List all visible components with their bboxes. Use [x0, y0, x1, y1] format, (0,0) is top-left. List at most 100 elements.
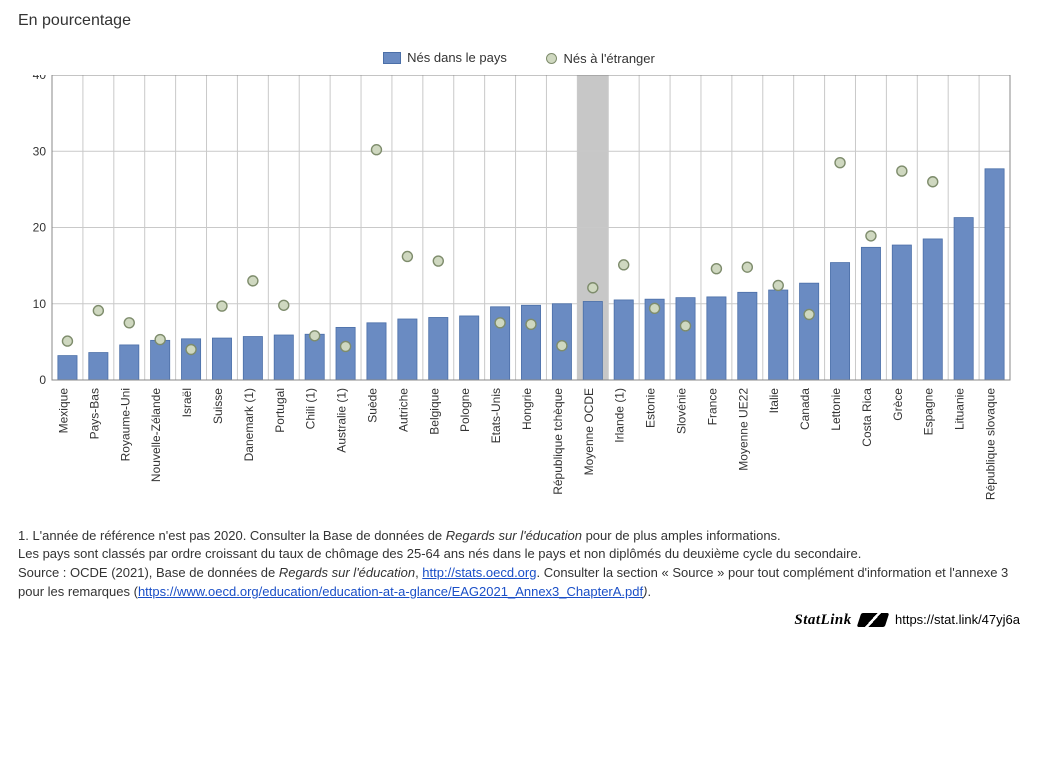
- bar: [707, 296, 726, 379]
- x-label: Espagne: [922, 387, 936, 435]
- footnote-1-post: pour de plus amples informations.: [582, 528, 781, 543]
- marker: [650, 303, 660, 313]
- marker: [804, 309, 814, 319]
- x-label: Pologne: [458, 387, 472, 431]
- x-label: Hongrie: [520, 387, 534, 429]
- x-label: République tchèque: [551, 387, 565, 494]
- x-label: Royaume-Uni: [118, 388, 132, 461]
- marker: [557, 340, 567, 350]
- statlink-brand: StatLink: [794, 612, 851, 628]
- marker: [217, 301, 227, 311]
- x-label: Suisse: [211, 387, 225, 423]
- x-label: République slovaque: [984, 387, 998, 499]
- x-label: Pays-Bas: [87, 388, 101, 439]
- marker: [124, 317, 134, 327]
- x-label: Portugal: [273, 388, 287, 433]
- statlink-bar: StatLink https://stat.link/47yj6a: [18, 612, 1020, 629]
- source-link-2[interactable]: https://www.oecd.org/education/education…: [138, 584, 643, 599]
- x-label: Danemark (1): [242, 388, 256, 461]
- src-em: Regards sur l'éducation: [279, 565, 415, 580]
- statlink-url[interactable]: https://stat.link/47yj6a: [895, 612, 1020, 627]
- x-label: Estonie: [644, 387, 658, 427]
- marker: [186, 344, 196, 354]
- legend-swatch-marker: [546, 53, 557, 64]
- bar: [460, 315, 479, 379]
- legend-label-foreign: Nés à l'étranger: [563, 51, 654, 66]
- x-label: Chili (1): [304, 388, 318, 429]
- svg-text:0: 0: [39, 373, 46, 387]
- footnote-1: 1. L'année de référence n'est pas 2020. …: [18, 527, 1020, 546]
- marker: [248, 275, 258, 285]
- marker: [310, 330, 320, 340]
- marker: [341, 341, 351, 351]
- marker: [588, 282, 598, 292]
- bar: [212, 338, 231, 380]
- svg-text:30: 30: [33, 144, 47, 158]
- marker: [279, 300, 289, 310]
- marker: [93, 305, 103, 315]
- marker: [928, 176, 938, 186]
- x-label: Italie: [767, 387, 781, 413]
- marker: [619, 259, 629, 269]
- x-label: France: [705, 387, 719, 425]
- x-label: Lituanie: [953, 387, 967, 429]
- x-label: Autriche: [396, 387, 410, 431]
- x-label: Grèce: [891, 387, 905, 420]
- src-post2: .: [647, 584, 651, 599]
- legend-label-native: Nés dans le pays: [407, 50, 507, 65]
- bar: [738, 292, 757, 380]
- footnote-2: Les pays sont classés par ordre croissan…: [18, 545, 1020, 564]
- marker: [835, 157, 845, 167]
- x-label: Suède: [365, 387, 379, 422]
- x-label: Lettonie: [829, 387, 843, 430]
- x-label: Costa Rica: [860, 387, 874, 446]
- chart-area: 010203040MexiquePays-BasRoyaume-UniNouve…: [24, 75, 1014, 515]
- bar: [769, 290, 788, 380]
- bar: [151, 340, 170, 380]
- marker: [526, 319, 536, 329]
- bar: [830, 262, 849, 379]
- marker: [681, 320, 691, 330]
- src-pre: Source : OCDE (2021), Base de données de: [18, 565, 279, 580]
- legend-item-native: Nés dans le pays: [383, 50, 507, 65]
- svg-text:40: 40: [33, 75, 47, 82]
- footnote-1-em: Regards sur l'éducation: [446, 528, 582, 543]
- x-label: Mexique: [56, 387, 70, 433]
- bar: [243, 336, 262, 379]
- marker: [711, 263, 721, 273]
- x-label: Israël: [180, 388, 194, 417]
- footnote-source: Source : OCDE (2021), Base de données de…: [18, 564, 1020, 602]
- legend-swatch-bar: [383, 52, 401, 64]
- x-label: Australie (1): [335, 387, 349, 452]
- bar: [676, 297, 695, 379]
- bar: [120, 344, 139, 379]
- marker: [773, 280, 783, 290]
- x-label: Irlande (1): [613, 388, 627, 443]
- marker: [371, 144, 381, 154]
- bar: [800, 283, 819, 380]
- marker: [62, 336, 72, 346]
- bar: [892, 245, 911, 380]
- marker: [866, 230, 876, 240]
- bar: [521, 305, 540, 380]
- x-label: Canada: [798, 387, 812, 429]
- source-link-1[interactable]: http://stats.oecd.org: [422, 565, 536, 580]
- x-label: Slovénie: [675, 387, 689, 433]
- x-label: Etats-Unis: [489, 388, 503, 443]
- bar: [954, 217, 973, 379]
- marker: [897, 166, 907, 176]
- x-label: Moyenne OCDE: [582, 388, 596, 475]
- bar: [985, 168, 1004, 379]
- marker: [495, 317, 505, 327]
- bar: [336, 327, 355, 380]
- legend-item-foreign: Nés à l'étranger: [546, 51, 654, 66]
- chart-title: En pourcentage: [18, 12, 1020, 30]
- bar: [89, 352, 108, 379]
- bar: [923, 238, 942, 379]
- marker: [433, 256, 443, 266]
- bar: [367, 322, 386, 379]
- bar: [429, 317, 448, 380]
- footnote-1-pre: 1. L'année de référence n'est pas 2020. …: [18, 528, 446, 543]
- chart-svg: 010203040MexiquePays-BasRoyaume-UniNouve…: [24, 75, 1014, 515]
- marker: [402, 251, 412, 261]
